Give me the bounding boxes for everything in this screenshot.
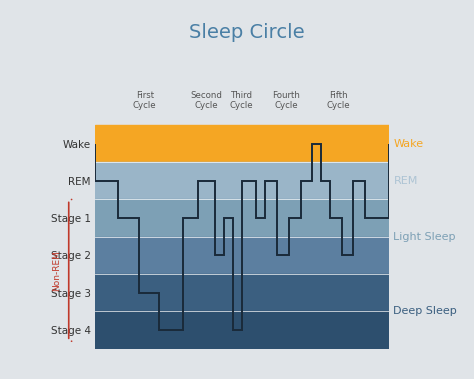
Bar <box>95 162 389 199</box>
Text: Fourth
Cycle: Fourth Cycle <box>272 91 300 110</box>
Bar <box>95 125 389 162</box>
Text: Second
Cycle: Second Cycle <box>191 91 222 110</box>
Text: Wake: Wake <box>393 139 424 149</box>
Text: Non-REM: Non-REM <box>53 250 61 291</box>
Text: Sleep Circle: Sleep Circle <box>189 23 304 42</box>
Text: REM: REM <box>393 176 418 186</box>
Text: First
Cycle: First Cycle <box>133 91 156 110</box>
Bar <box>95 274 389 312</box>
Text: Light Sleep: Light Sleep <box>393 232 456 242</box>
Bar <box>95 237 389 274</box>
Text: Fifth
Cycle: Fifth Cycle <box>327 91 351 110</box>
Bar <box>95 312 389 349</box>
Bar <box>95 199 389 237</box>
Text: Third
Cycle: Third Cycle <box>230 91 254 110</box>
Text: Deep Sleep: Deep Sleep <box>393 306 457 316</box>
